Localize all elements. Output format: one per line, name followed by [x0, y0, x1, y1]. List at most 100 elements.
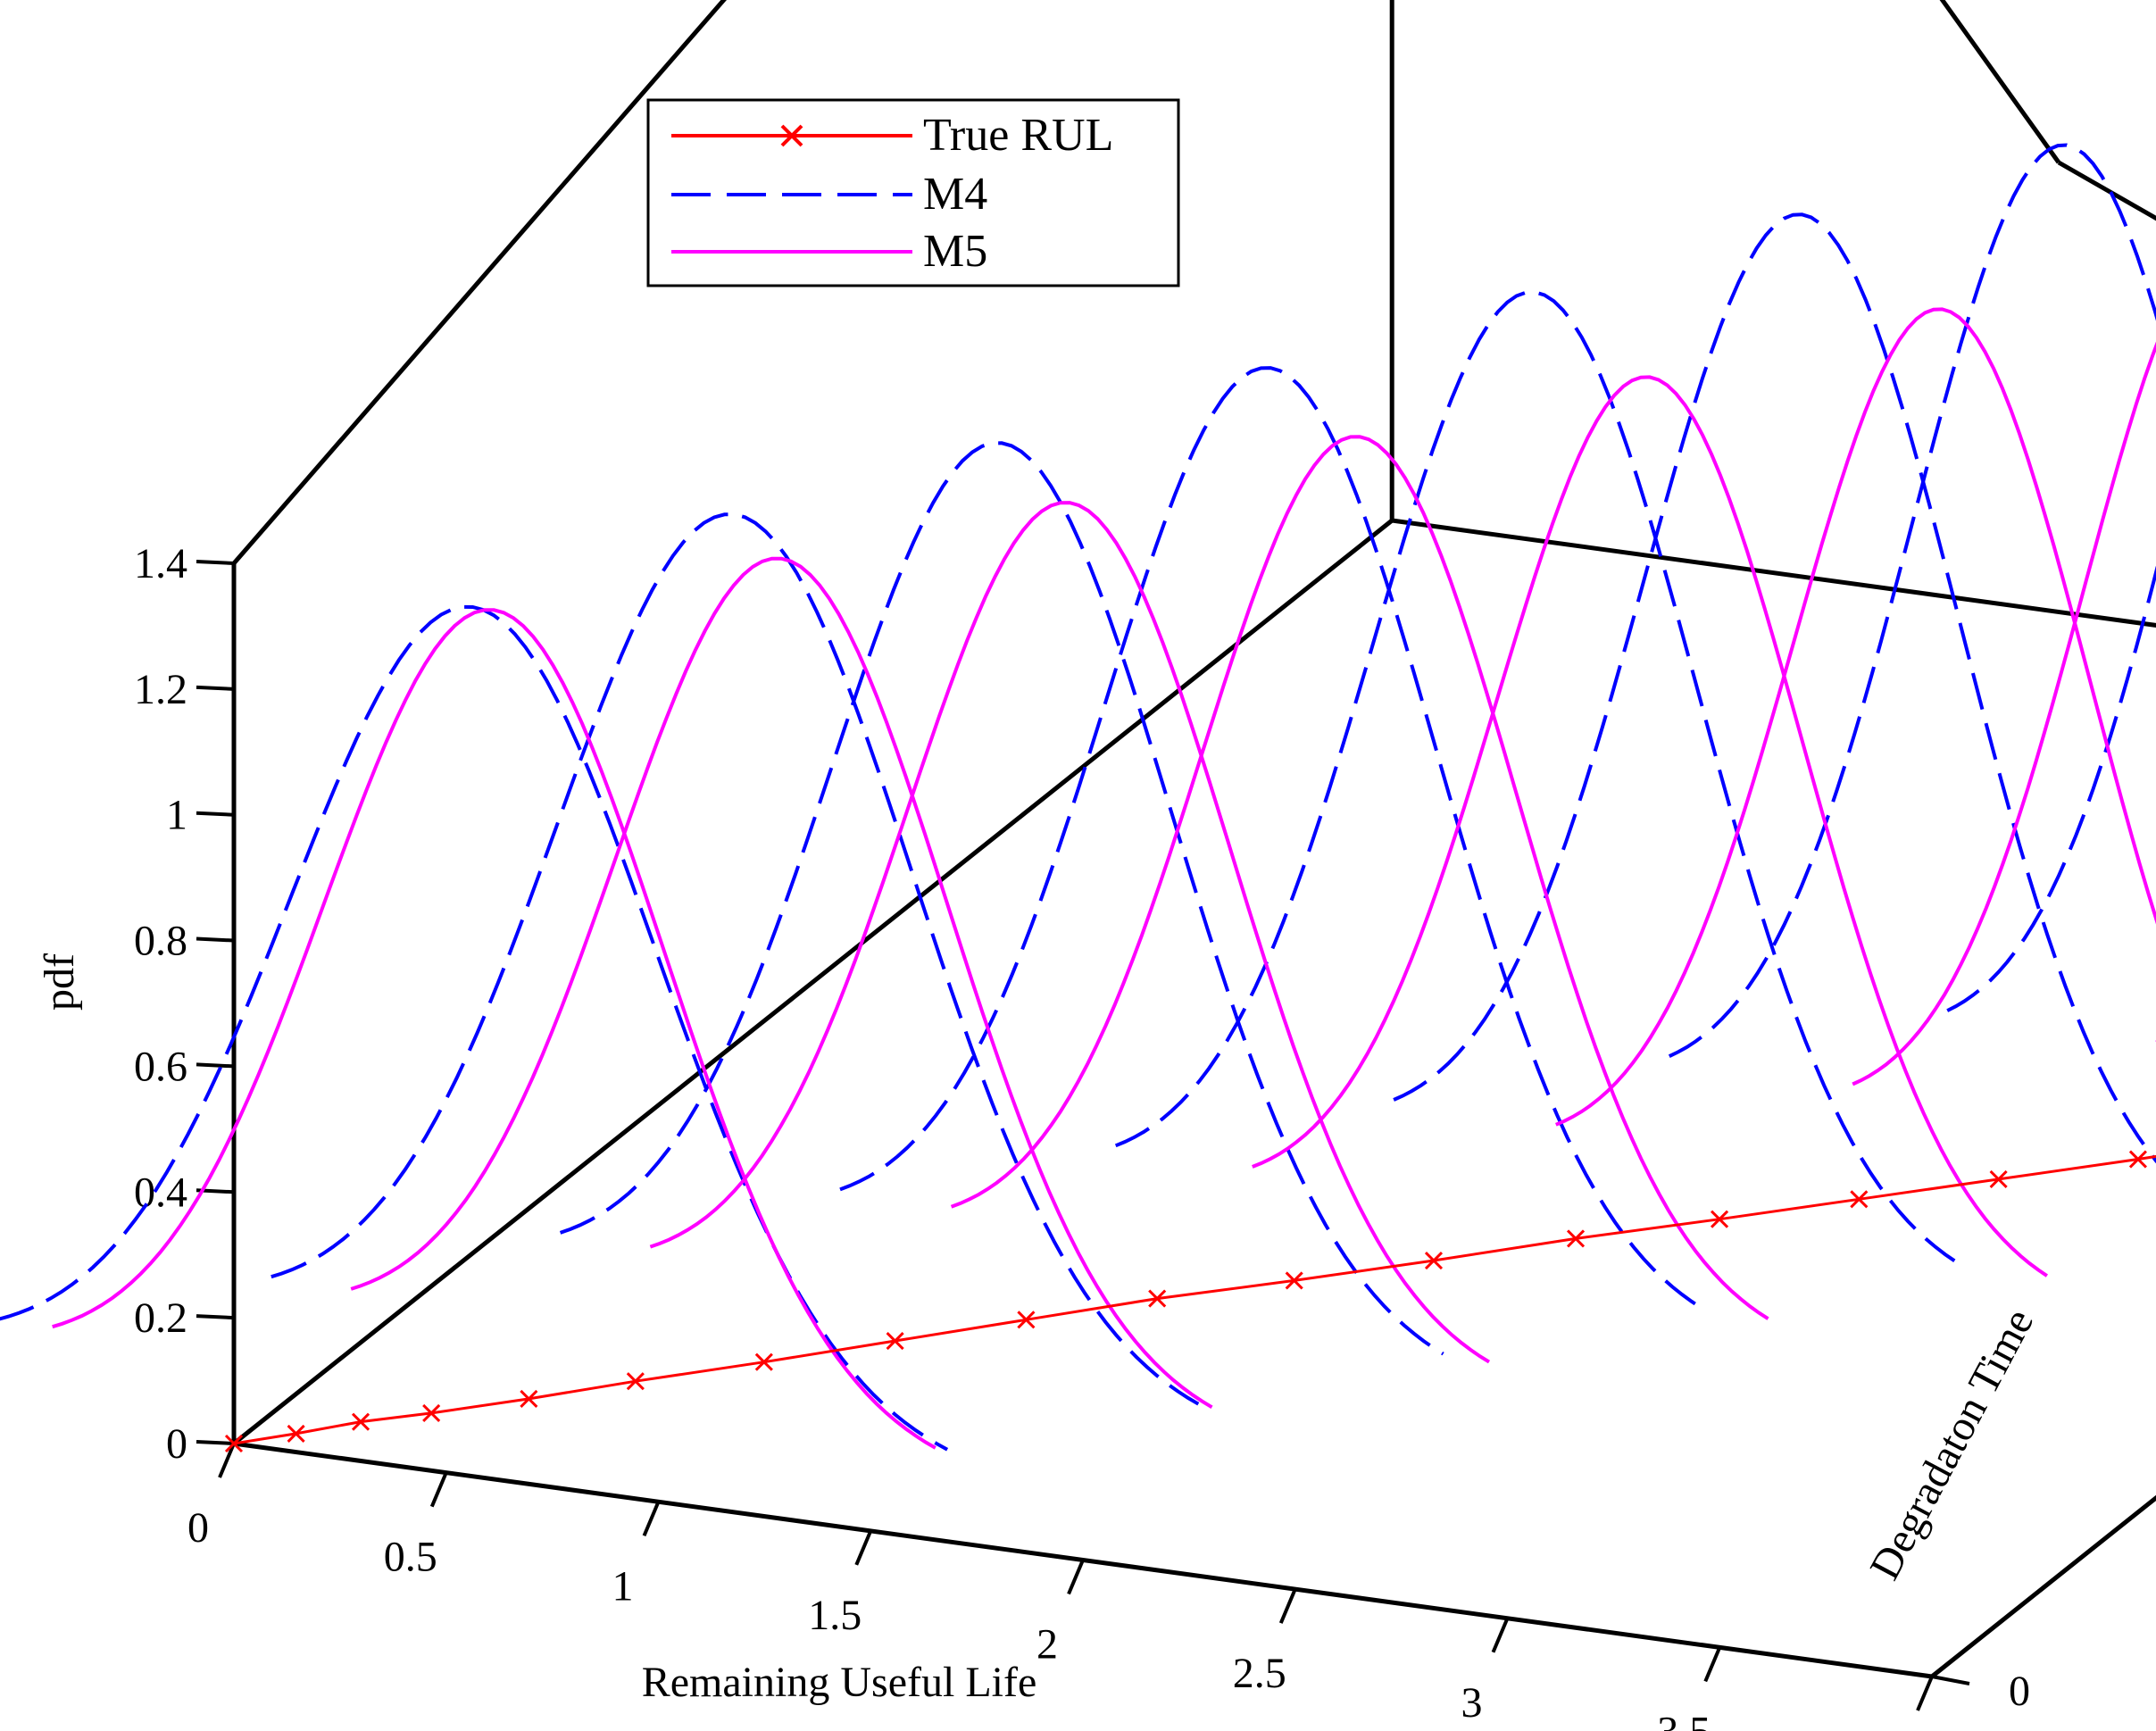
true-rul-marker-stroke	[1566, 1229, 1586, 1248]
axis-ticks: 00.511.522.533.540123400.20.40.60.811.21…	[134, 540, 2030, 1731]
series-m5-curve	[1252, 375, 2049, 1277]
x-tick-label: 1.5	[808, 1592, 862, 1639]
x-tick-mark	[1703, 1646, 1722, 1683]
true-rul-marker	[520, 1389, 538, 1408]
true-rul-marker-stroke	[351, 1412, 370, 1431]
true-rul-marker-stroke	[224, 1434, 244, 1453]
true-rul-marker	[287, 1424, 305, 1443]
true-rul-marker-stroke	[754, 1352, 773, 1371]
floor-back-edge	[1391, 518, 2156, 628]
true-rul-marker-stroke	[1989, 1169, 2008, 1188]
true-rul-marker	[2128, 1150, 2147, 1169]
true-rul-marker-stroke	[1148, 1289, 1167, 1308]
legend-label-m5: M5	[923, 226, 987, 277]
true-rul-marker	[754, 1352, 773, 1371]
y-tick-mark	[1931, 1675, 1970, 1685]
x-tick-mark	[1916, 1676, 1934, 1711]
true-rul-marker-stroke	[626, 1372, 645, 1391]
true-rul-marker-stroke	[1285, 1271, 1303, 1290]
axes-box	[231, 0, 2156, 1679]
x-tick-label: 2.5	[1233, 1650, 1286, 1697]
z-tick-mark	[196, 685, 235, 691]
true-rul-marker-stroke	[1424, 1251, 1444, 1270]
x-axis-title: Remaining Useful Life	[642, 1659, 1037, 1706]
true-rul-marker	[626, 1372, 645, 1391]
z-tick-mark	[196, 1062, 235, 1069]
true-rul-marker	[1566, 1229, 1586, 1248]
series-m5-curve	[350, 556, 1213, 1410]
true-rul-marker-stroke	[287, 1424, 305, 1443]
series-m4-curve	[1668, 143, 2156, 1058]
true-rul-marker	[351, 1412, 370, 1431]
z-tick-mark	[196, 936, 235, 943]
true-rul-marker	[1285, 1271, 1303, 1290]
legend: True RUL M4 M5	[646, 98, 1180, 287]
legend-true-rul-marker	[780, 124, 803, 147]
x-tick-mark	[1491, 1617, 1510, 1653]
z-tick-label: 0.2	[134, 1294, 187, 1342]
series-m5-curve	[52, 608, 936, 1450]
true-rul-marker	[1850, 1190, 1869, 1209]
z-tick-label: 1	[166, 792, 187, 839]
x-tick-mark	[1278, 1588, 1297, 1624]
legend-label-true-rul: True RUL	[923, 110, 1113, 161]
true-rul-layer	[224, 1150, 2156, 1453]
y-axis-title: Degradaton Time	[1860, 1302, 2043, 1587]
true-rul-marker-stroke	[1850, 1190, 1869, 1209]
series-m4-curve	[1946, 565, 2156, 1012]
x-tick-label: 1	[612, 1562, 634, 1610]
x-tick-label: 3.5	[1657, 1708, 1711, 1731]
true-rul-marker	[1017, 1311, 1036, 1329]
legend-label-m4: M4	[923, 169, 987, 220]
z-tick-label: 0.8	[134, 918, 187, 965]
z-tick-label: 0	[166, 1420, 187, 1468]
x-tick-mark	[854, 1530, 873, 1566]
true-rul-marker-stroke	[422, 1403, 441, 1422]
z-tick-label: 1.4	[134, 540, 187, 587]
x-tick-mark	[642, 1501, 661, 1537]
series-m4-curve	[559, 441, 1444, 1356]
series-m5-curve	[950, 435, 1769, 1320]
y-tick-label: 0	[2009, 1668, 2030, 1715]
x-tick-label: 0	[187, 1504, 209, 1552]
x-tick-mark	[1067, 1559, 1085, 1595]
true-rul-marker	[422, 1403, 441, 1422]
true-rul-marker-stroke	[2128, 1150, 2147, 1169]
z-tick-label: 0.6	[134, 1043, 187, 1090]
series-m5-curve	[649, 501, 1491, 1364]
series-m5-curve	[1852, 341, 2156, 1086]
z-tick-mark	[196, 1314, 235, 1320]
series-m4-curve	[271, 512, 1200, 1406]
true-rul-marker	[886, 1331, 904, 1351]
z-tick-label: 1.2	[134, 666, 187, 713]
z-tick-mark	[196, 559, 235, 565]
series-m4-curve	[1114, 290, 1956, 1262]
true-rul-marker	[224, 1434, 244, 1453]
back-wall-top-edge	[1939, 0, 2061, 164]
x-tick-mark	[429, 1471, 448, 1508]
series-m4-curve	[839, 366, 1702, 1310]
true-rul-marker-stroke	[1017, 1311, 1036, 1329]
z-tick-mark	[196, 811, 235, 817]
series-m5-curve	[1555, 307, 2156, 1127]
true-rul-marker-stroke	[1711, 1210, 1729, 1228]
floor-left-edge	[232, 519, 1394, 1445]
series-m4-curve	[1393, 212, 2156, 1164]
back-wall-right-edge	[2057, 160, 2156, 221]
series-layer	[0, 143, 2156, 1452]
left-wall-top-edge	[232, 0, 727, 565]
true-rul-marker	[1424, 1251, 1444, 1270]
true-rul-marker	[1711, 1210, 1729, 1228]
x-tick-label: 3	[1461, 1679, 1483, 1727]
z-axis-title: pdf	[36, 953, 83, 1011]
true-rul-marker	[1989, 1169, 2008, 1188]
true-rul-marker-stroke	[520, 1389, 538, 1408]
y-axis-line	[1930, 1494, 2156, 1678]
x-tick-label: 2	[1036, 1621, 1058, 1669]
x-tick-mark	[218, 1443, 236, 1478]
z-tick-mark	[196, 1440, 235, 1445]
true-rul-marker-stroke	[886, 1331, 904, 1351]
true-rul-marker	[1148, 1289, 1167, 1308]
x-tick-label: 0.5	[384, 1534, 437, 1581]
